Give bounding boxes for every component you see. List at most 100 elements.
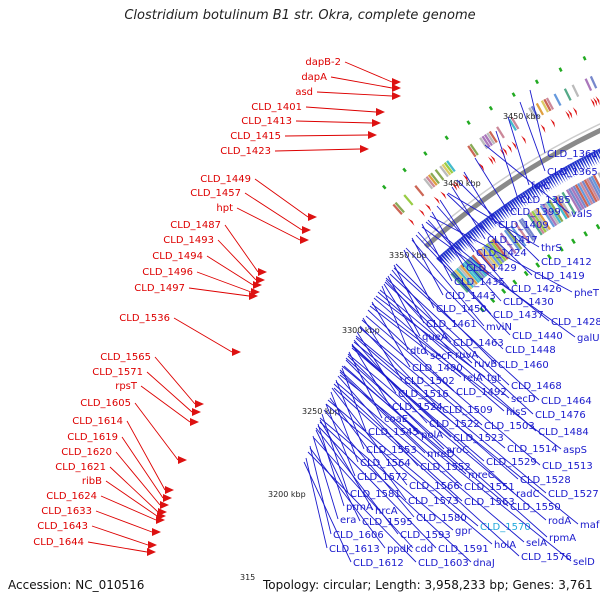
cog-band-segment bbox=[461, 262, 480, 284]
gene-label-right: CLD_1593 bbox=[400, 530, 451, 541]
right-label-connector bbox=[303, 461, 352, 563]
reverse-gene-marker bbox=[392, 84, 401, 92]
gene-label-right: CLD_1412 bbox=[541, 257, 592, 268]
left-label-connector bbox=[140, 385, 191, 423]
right-label-connector bbox=[330, 391, 359, 463]
forward-gene-arrow bbox=[562, 166, 571, 180]
cog-band-segment bbox=[541, 203, 558, 227]
outer-band-segment bbox=[510, 117, 520, 130]
right-label-connector bbox=[383, 283, 429, 356]
forward-gene-arrow bbox=[590, 152, 598, 166]
forward-gene-arrow bbox=[546, 176, 555, 189]
map-title: Clostridium botulinum B1 str. Okra, comp… bbox=[124, 8, 476, 23]
right-label-connector bbox=[451, 186, 486, 240]
left-label-connector bbox=[254, 178, 309, 218]
gene-label-right: CLD_1503 bbox=[484, 421, 535, 432]
gene-label-right: CLD_1461 bbox=[426, 319, 477, 330]
right-label-connector bbox=[369, 305, 462, 378]
left-label-connector bbox=[115, 451, 161, 506]
gene-label-right: CLD_1424 bbox=[476, 248, 527, 259]
reverse-gene-marker bbox=[160, 501, 169, 509]
forward-gene-arrow bbox=[446, 248, 457, 260]
cog-band-segment bbox=[572, 185, 587, 209]
right-label-connector bbox=[339, 374, 572, 562]
reverse-gene-arrow bbox=[453, 181, 460, 190]
rna-tick-outer bbox=[534, 79, 539, 85]
gene-label-right: CLD_1476 bbox=[535, 410, 586, 421]
forward-gene-arrow bbox=[541, 178, 551, 192]
right-label-connector bbox=[381, 285, 409, 351]
reverse-gene-marker bbox=[152, 528, 161, 536]
forward-gene-arrow bbox=[513, 197, 522, 210]
gene-label-right: CLD_1613 bbox=[329, 544, 380, 555]
right-label-connector bbox=[339, 369, 463, 487]
outer-band-segment bbox=[481, 135, 491, 148]
reverse-gene-arrow bbox=[490, 155, 496, 164]
outer-band-segment bbox=[589, 75, 598, 89]
cog-band-segment bbox=[526, 213, 543, 236]
forward-gene-arrow bbox=[454, 241, 465, 254]
left-label-connector bbox=[154, 356, 196, 405]
gene-label-right: valS bbox=[571, 209, 592, 220]
forward-gene-arrow bbox=[472, 226, 483, 239]
cog-band-segment bbox=[579, 181, 594, 205]
gene-label-left: CLD_1401 bbox=[251, 102, 302, 113]
outer-band-segment bbox=[540, 100, 550, 113]
forward-gene-arrow bbox=[576, 159, 584, 173]
reverse-gene-arrow bbox=[462, 174, 469, 183]
reverse-gene-arrow bbox=[506, 144, 513, 153]
right-label-connector bbox=[307, 451, 417, 563]
outer-band-segment bbox=[430, 172, 440, 185]
reverse-gene-marker bbox=[360, 145, 369, 153]
gene-label-right: aroC bbox=[446, 445, 469, 456]
cog-band-segment bbox=[489, 240, 507, 262]
left-label-connector bbox=[217, 239, 257, 281]
gene-label-right: maf bbox=[580, 520, 600, 531]
cog-band-segment bbox=[485, 243, 503, 265]
forward-gene-arrow bbox=[493, 210, 503, 223]
rna-tick bbox=[558, 246, 564, 252]
forward-gene-arrow bbox=[460, 236, 471, 249]
forward-gene-arrow bbox=[517, 194, 527, 207]
forward-gene-arrow bbox=[452, 243, 463, 255]
cog-band-segment bbox=[450, 272, 469, 293]
cog-band-segment bbox=[454, 269, 473, 290]
right-label-connector bbox=[389, 273, 510, 386]
gene-label-right: CLD_1563 bbox=[464, 497, 515, 508]
right-label-connector bbox=[319, 421, 472, 563]
right-label-connector bbox=[339, 371, 426, 454]
rna-tick bbox=[490, 297, 496, 303]
gene-label-left: dapA bbox=[301, 72, 327, 83]
right-label-connector bbox=[331, 387, 408, 486]
gene-label-left: CLD_1619 bbox=[67, 432, 118, 443]
right-label-connector bbox=[421, 226, 576, 338]
rna-tick bbox=[583, 231, 589, 237]
right-label-connector bbox=[323, 409, 415, 518]
right-label-connector bbox=[317, 423, 345, 507]
forward-gene-arrow bbox=[470, 228, 481, 241]
left-label-connector bbox=[305, 106, 377, 113]
right-label-connector bbox=[375, 295, 486, 378]
outer-band-segment bbox=[441, 163, 452, 176]
right-label-connector bbox=[333, 387, 520, 557]
gene-label-right: CLD_1437 bbox=[493, 310, 544, 321]
right-label-connector bbox=[337, 375, 419, 467]
forward-gene-arrow bbox=[485, 217, 495, 230]
rna-tick-outer bbox=[444, 135, 449, 141]
forward-gene-arrow bbox=[440, 253, 451, 265]
forward-gene-arrow bbox=[539, 180, 548, 193]
forward-gene-arrow bbox=[495, 209, 505, 222]
reverse-gene-arrow bbox=[540, 124, 546, 133]
left-label-connector bbox=[236, 207, 301, 241]
gene-label-left: CLD_1449 bbox=[200, 174, 251, 185]
forward-gene-arrow bbox=[523, 190, 533, 203]
gene-label-right: era bbox=[340, 515, 356, 526]
scale-label: 3200 kbp bbox=[268, 490, 306, 499]
outer-band-segment bbox=[425, 176, 436, 188]
forward-gene-arrow bbox=[530, 185, 540, 199]
gene-label-right: CLD_1448 bbox=[505, 345, 556, 356]
gene-label-left: CLD_1620 bbox=[61, 447, 112, 458]
right-label-connector bbox=[355, 337, 519, 480]
forward-gene-arrow bbox=[468, 229, 479, 242]
